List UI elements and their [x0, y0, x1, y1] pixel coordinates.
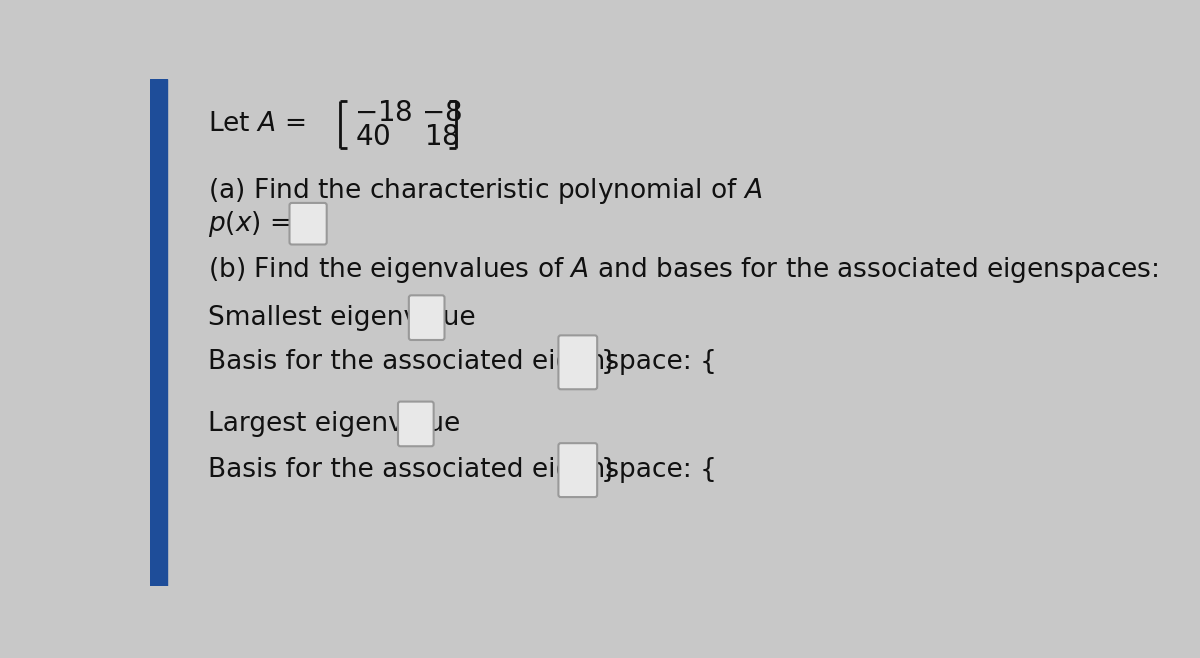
- Bar: [150, 79, 167, 586]
- Text: $-18$: $-18$: [354, 99, 413, 127]
- FancyBboxPatch shape: [558, 443, 598, 497]
- FancyBboxPatch shape: [289, 203, 326, 245]
- Text: $18$: $18$: [424, 124, 458, 151]
- FancyBboxPatch shape: [398, 401, 433, 446]
- Text: Largest eigenvalue: Largest eigenvalue: [208, 411, 461, 437]
- Text: $40$: $40$: [355, 124, 391, 151]
- Text: Let $A$ =: Let $A$ =: [208, 111, 306, 137]
- Text: }: }: [601, 349, 618, 375]
- Text: $-8$: $-8$: [421, 99, 462, 127]
- Text: Basis for the associated eigenspace: {: Basis for the associated eigenspace: {: [208, 349, 718, 375]
- Text: (a) Find the characteristic polynomial of $A$: (a) Find the characteristic polynomial o…: [208, 176, 763, 207]
- Text: Basis for the associated eigenspace: {: Basis for the associated eigenspace: {: [208, 457, 718, 483]
- FancyBboxPatch shape: [558, 336, 598, 390]
- Text: $p(x)$ =: $p(x)$ =: [208, 209, 290, 239]
- Text: Smallest eigenvalue: Smallest eigenvalue: [208, 305, 475, 331]
- Text: }: }: [601, 457, 618, 483]
- Text: (b) Find the eigenvalues of $A$ and bases for the associated eigenspaces:: (b) Find the eigenvalues of $A$ and base…: [208, 255, 1158, 285]
- FancyBboxPatch shape: [409, 295, 444, 340]
